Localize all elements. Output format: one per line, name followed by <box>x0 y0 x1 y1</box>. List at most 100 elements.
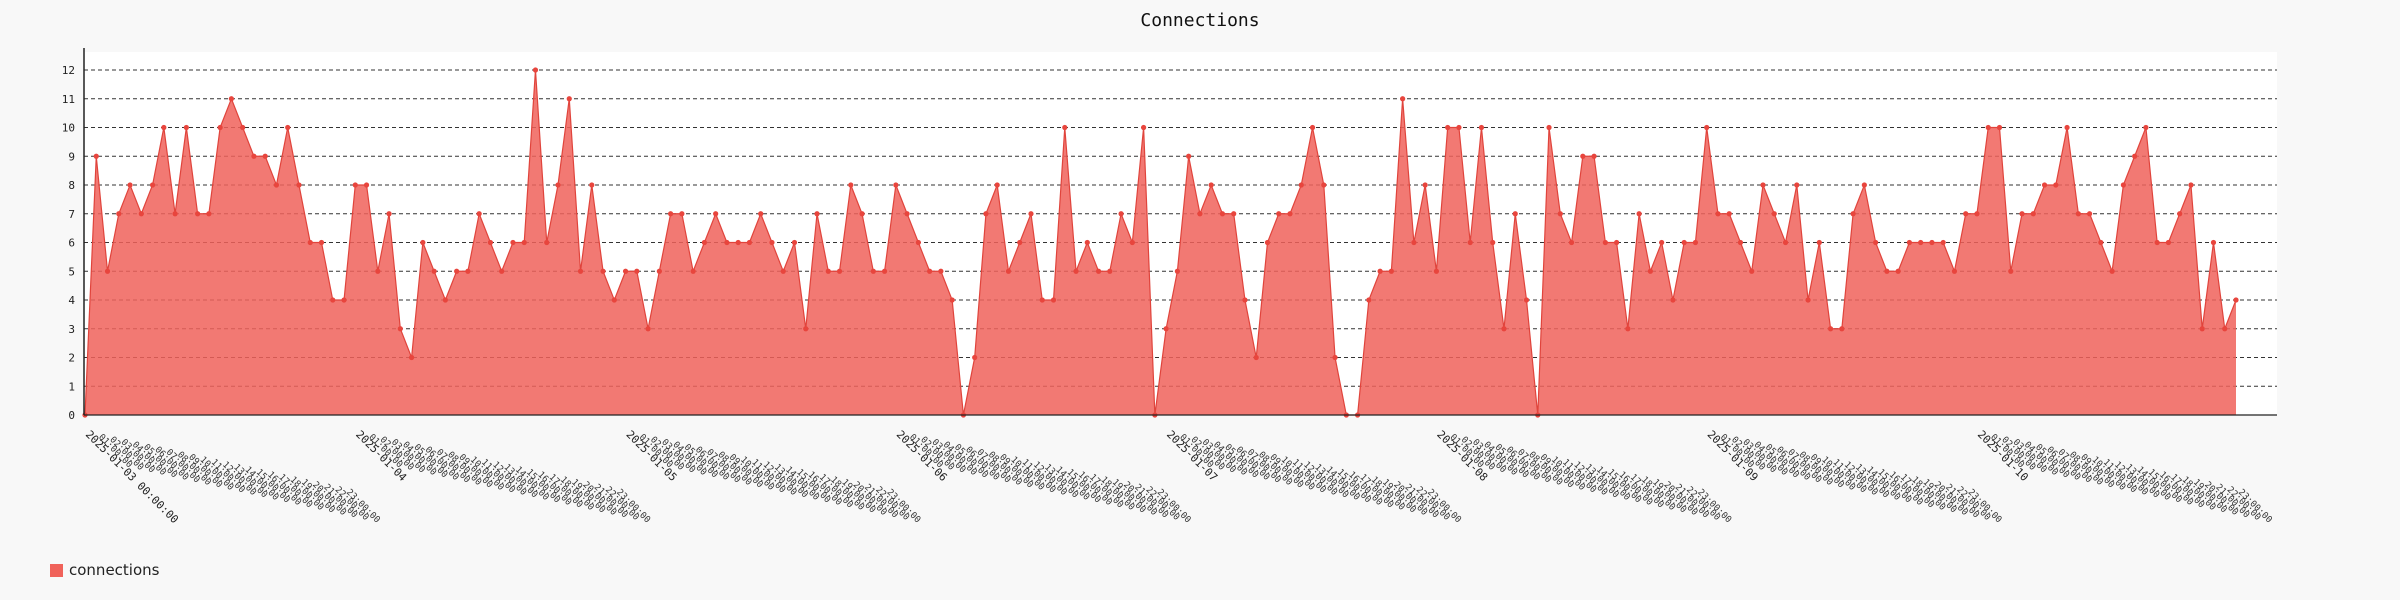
data-point <box>1727 211 1732 216</box>
data-point <box>1749 269 1754 274</box>
data-point <box>657 269 662 274</box>
data-point <box>2098 240 2103 245</box>
data-point <box>1400 96 1405 101</box>
data-point <box>1929 240 1934 245</box>
data-point <box>724 240 729 245</box>
data-point <box>1310 125 1315 130</box>
data-point <box>465 269 470 274</box>
data-point <box>386 211 391 216</box>
data-point <box>1963 211 1968 216</box>
data-point <box>1017 240 1022 245</box>
data-point <box>477 211 482 216</box>
data-point <box>263 154 268 159</box>
data-point <box>995 182 1000 187</box>
data-point <box>206 211 211 216</box>
data-point <box>1907 240 1912 245</box>
data-point <box>1231 211 1236 216</box>
data-point <box>567 96 572 101</box>
data-point <box>1591 154 1596 159</box>
data-point <box>398 326 403 331</box>
data-point <box>150 182 155 187</box>
data-point <box>2177 211 2182 216</box>
data-point <box>679 211 684 216</box>
data-point <box>1986 125 1991 130</box>
data-point <box>94 154 99 159</box>
data-point <box>172 211 177 216</box>
data-point <box>1423 182 1428 187</box>
data-point <box>1637 211 1642 216</box>
data-point <box>251 154 256 159</box>
data-point <box>1242 297 1247 302</box>
data-point <box>2121 182 2126 187</box>
data-point <box>1974 211 1979 216</box>
data-point <box>1321 182 1326 187</box>
data-point <box>1760 182 1765 187</box>
data-point <box>1209 182 1214 187</box>
data-point <box>1862 182 1867 187</box>
data-point <box>1682 240 1687 245</box>
data-point <box>814 211 819 216</box>
legend[interactable]: connections <box>50 561 159 579</box>
y-tick-label-6: 6 <box>68 237 75 250</box>
data-point <box>938 269 943 274</box>
data-point <box>702 240 707 245</box>
data-point <box>736 240 741 245</box>
data-point <box>769 240 774 245</box>
data-point <box>1918 240 1923 245</box>
data-point <box>600 269 605 274</box>
data-point <box>1085 240 1090 245</box>
data-point <box>634 269 639 274</box>
data-point <box>1794 182 1799 187</box>
data-point <box>1456 125 1461 130</box>
data-point <box>1445 125 1450 130</box>
data-point <box>240 125 245 130</box>
data-point <box>364 182 369 187</box>
data-point <box>127 182 132 187</box>
data-point <box>871 269 876 274</box>
data-point <box>747 240 752 245</box>
data-point <box>578 269 583 274</box>
data-point <box>882 269 887 274</box>
data-point <box>544 240 549 245</box>
data-point <box>2132 154 2137 159</box>
data-point <box>1513 211 1518 216</box>
data-point <box>2188 182 2193 187</box>
data-point <box>1434 269 1439 274</box>
data-point <box>2200 326 2205 331</box>
y-tick-label-10: 10 <box>62 122 75 135</box>
data-point <box>781 269 786 274</box>
data-point <box>2143 125 2148 130</box>
data-point <box>623 269 628 274</box>
data-point <box>533 67 538 72</box>
data-point <box>420 240 425 245</box>
data-point <box>139 211 144 216</box>
data-point <box>1254 355 1259 360</box>
data-point <box>285 125 290 130</box>
data-point <box>1817 240 1822 245</box>
data-point <box>859 211 864 216</box>
y-tick-label-2: 2 <box>68 352 75 365</box>
y-tick-label-4: 4 <box>68 294 75 307</box>
data-point <box>1524 297 1529 302</box>
data-point <box>972 355 977 360</box>
data-point <box>1490 240 1495 245</box>
data-point <box>432 269 437 274</box>
data-point <box>2053 182 2058 187</box>
data-point <box>792 240 797 245</box>
data-point <box>1468 240 1473 245</box>
data-point <box>1130 240 1135 245</box>
data-point <box>1220 211 1225 216</box>
data-point <box>1603 240 1608 245</box>
data-point <box>2211 240 2216 245</box>
data-point <box>1873 240 1878 245</box>
data-point <box>2155 240 2160 245</box>
data-point <box>589 182 594 187</box>
data-point <box>758 211 763 216</box>
data-point <box>2076 211 2081 216</box>
data-point <box>1783 240 1788 245</box>
data-point <box>1648 269 1653 274</box>
data-point <box>1884 269 1889 274</box>
data-point <box>274 182 279 187</box>
y-tick-label-7: 7 <box>68 208 75 221</box>
